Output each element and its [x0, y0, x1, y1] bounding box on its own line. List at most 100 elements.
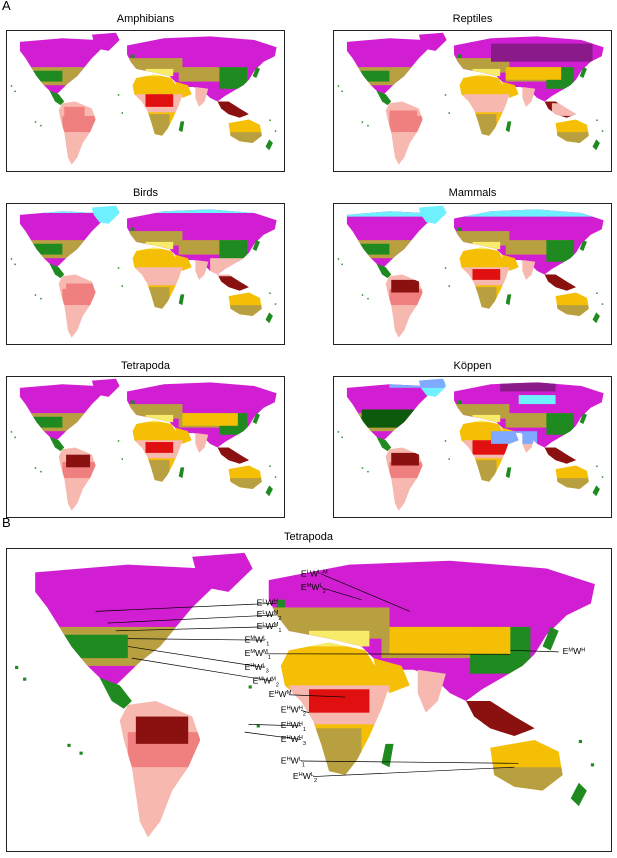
island-dot	[590, 763, 595, 767]
island-dot	[248, 685, 252, 689]
island-dot	[34, 294, 37, 296]
region-band	[145, 94, 174, 107]
landmass-japan	[252, 67, 260, 78]
landmass-japan	[579, 413, 587, 424]
landmass-madagascar	[178, 467, 185, 479]
island-dot	[341, 90, 343, 93]
zone-label: ELWM1	[257, 621, 282, 634]
landmass-madagascar	[505, 121, 512, 133]
zone-label: EHWL1	[281, 755, 305, 768]
island-dot	[14, 263, 16, 266]
region-band	[551, 276, 578, 289]
region-band	[472, 269, 501, 280]
island-dot	[337, 258, 340, 260]
region-band	[141, 287, 170, 309]
island-dot	[274, 130, 277, 132]
region-band	[67, 305, 87, 331]
island-dot	[361, 294, 364, 296]
region-band	[472, 440, 510, 455]
landmass-arabia	[175, 81, 192, 98]
region-band	[389, 288, 423, 306]
leader-line	[320, 573, 410, 612]
landmass-japan	[542, 626, 559, 651]
island-dot	[121, 112, 123, 114]
map-reptiles	[333, 30, 612, 172]
zone-label: EHWH3	[281, 734, 306, 747]
region-band	[219, 240, 248, 262]
island-dot	[121, 458, 123, 460]
region-band	[224, 449, 251, 462]
map-title-mammals: Mammals	[448, 187, 497, 199]
island-dot	[67, 743, 71, 747]
region-band	[47, 634, 128, 659]
island-dot	[117, 440, 120, 442]
zone-label: EMWH	[563, 646, 586, 656]
island-dot	[361, 121, 364, 123]
map-amphibians	[6, 30, 285, 172]
island-dot	[40, 124, 42, 127]
island-dot	[269, 465, 271, 467]
region-band	[25, 70, 63, 82]
panel-a-letter: A	[2, 0, 11, 13]
island-dot	[444, 440, 447, 442]
island-dot	[578, 739, 583, 744]
landmass-camerica	[376, 263, 392, 279]
island-dot	[367, 470, 369, 473]
map-title-tetrapoda: Tetrapoda	[121, 360, 170, 372]
island-dot	[14, 436, 16, 439]
landmass-nz	[265, 485, 273, 497]
landmass-india	[522, 87, 536, 107]
island-dot	[10, 431, 13, 433]
leader-line	[313, 766, 515, 777]
region-band	[468, 287, 497, 309]
landmass-madagascar	[178, 121, 185, 133]
region-band	[228, 132, 262, 143]
zone-label: EMWL1	[245, 635, 270, 648]
landmass-madagascar	[381, 743, 394, 768]
region-band	[145, 241, 174, 250]
island-dot	[274, 476, 277, 478]
region-band	[300, 728, 362, 776]
island-dot	[596, 119, 598, 121]
island-dot	[34, 467, 37, 469]
island-dot	[14, 90, 16, 93]
region-band	[468, 114, 497, 136]
island-dot	[10, 85, 13, 87]
leader-line	[95, 602, 277, 612]
region-band	[551, 449, 578, 462]
region-band	[210, 258, 248, 277]
region-band	[224, 103, 248, 116]
region-band	[145, 68, 174, 77]
region-band	[391, 279, 419, 293]
island-dot	[601, 130, 604, 132]
region-band	[66, 454, 91, 468]
region-band	[346, 205, 604, 217]
landmass-greenland	[91, 378, 120, 397]
leader-line	[510, 649, 559, 653]
region-band	[127, 231, 183, 246]
big-map-title: Tetrapoda	[284, 531, 333, 543]
island-dot	[79, 751, 83, 755]
landmass-camerica	[49, 263, 65, 279]
region-band	[463, 94, 510, 113]
landmass-camerica	[49, 90, 65, 106]
region-band	[139, 767, 181, 822]
region-band	[228, 478, 262, 489]
map-tetrapoda	[6, 376, 285, 518]
zone-label: ELWL-M	[301, 568, 328, 578]
leader-line	[131, 657, 273, 682]
region-band	[352, 243, 390, 255]
island-dot	[444, 94, 447, 96]
region-band	[389, 461, 423, 479]
landmass-greenland	[91, 32, 120, 51]
island-dot	[274, 303, 277, 305]
region-band	[228, 305, 262, 316]
region-band	[551, 103, 578, 116]
landmass-nz	[265, 139, 273, 151]
island-dot	[269, 119, 271, 121]
region-band	[67, 132, 87, 158]
landmass-namerica	[346, 211, 431, 270]
landmass-seasia	[217, 274, 249, 291]
island-dot	[40, 297, 42, 300]
region-band	[19, 205, 277, 214]
